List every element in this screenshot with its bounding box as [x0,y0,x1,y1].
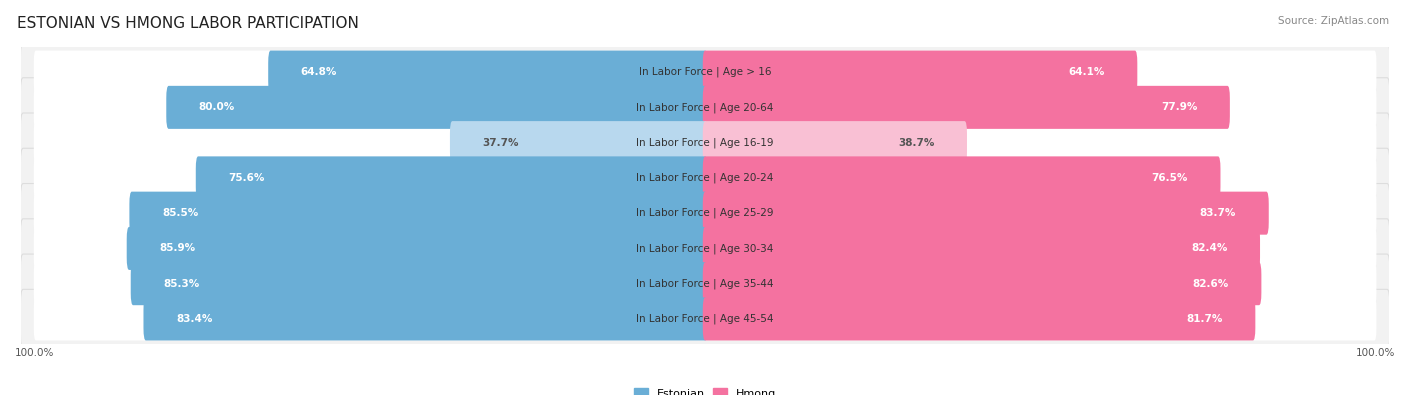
FancyBboxPatch shape [703,227,1260,270]
FancyBboxPatch shape [34,156,1376,199]
FancyBboxPatch shape [703,121,967,164]
FancyBboxPatch shape [143,297,707,340]
FancyBboxPatch shape [34,86,1376,129]
Text: In Labor Force | Age 30-34: In Labor Force | Age 30-34 [637,243,773,254]
FancyBboxPatch shape [21,113,1389,172]
FancyBboxPatch shape [166,86,707,129]
Text: 82.6%: 82.6% [1192,279,1229,289]
FancyBboxPatch shape [34,227,1376,270]
FancyBboxPatch shape [34,51,1376,94]
FancyBboxPatch shape [703,156,1220,199]
FancyBboxPatch shape [269,51,707,94]
Text: 64.8%: 64.8% [301,67,337,77]
Text: 81.7%: 81.7% [1187,314,1223,324]
FancyBboxPatch shape [21,289,1389,349]
Text: Source: ZipAtlas.com: Source: ZipAtlas.com [1278,16,1389,26]
FancyBboxPatch shape [703,297,1256,340]
FancyBboxPatch shape [21,148,1389,207]
FancyBboxPatch shape [34,121,1376,164]
FancyBboxPatch shape [21,43,1389,102]
Text: 80.0%: 80.0% [198,102,235,112]
FancyBboxPatch shape [703,51,1137,94]
FancyBboxPatch shape [21,219,1389,278]
Text: 82.4%: 82.4% [1191,243,1227,254]
Text: In Labor Force | Age > 16: In Labor Force | Age > 16 [638,67,772,77]
FancyBboxPatch shape [129,192,707,235]
FancyBboxPatch shape [131,262,707,305]
Text: In Labor Force | Age 20-24: In Labor Force | Age 20-24 [637,173,773,183]
FancyBboxPatch shape [21,184,1389,243]
Text: 64.1%: 64.1% [1069,67,1105,77]
FancyBboxPatch shape [127,227,707,270]
Text: 83.7%: 83.7% [1199,208,1236,218]
FancyBboxPatch shape [703,86,1230,129]
Text: 38.7%: 38.7% [898,137,935,148]
Text: In Labor Force | Age 20-64: In Labor Force | Age 20-64 [637,102,773,113]
Text: ESTONIAN VS HMONG LABOR PARTICIPATION: ESTONIAN VS HMONG LABOR PARTICIPATION [17,16,359,31]
FancyBboxPatch shape [34,262,1376,305]
Text: In Labor Force | Age 35-44: In Labor Force | Age 35-44 [637,278,773,289]
Text: 75.6%: 75.6% [228,173,264,183]
Text: 37.7%: 37.7% [482,137,519,148]
Text: In Labor Force | Age 25-29: In Labor Force | Age 25-29 [637,208,773,218]
Text: 85.5%: 85.5% [162,208,198,218]
Text: 77.9%: 77.9% [1161,102,1198,112]
Text: 85.3%: 85.3% [163,279,200,289]
Text: In Labor Force | Age 16-19: In Labor Force | Age 16-19 [637,137,773,148]
FancyBboxPatch shape [21,78,1389,137]
FancyBboxPatch shape [34,297,1376,340]
FancyBboxPatch shape [34,192,1376,235]
Legend: Estonian, Hmong: Estonian, Hmong [630,384,780,395]
Text: In Labor Force | Age 45-54: In Labor Force | Age 45-54 [637,314,773,324]
FancyBboxPatch shape [703,262,1261,305]
FancyBboxPatch shape [195,156,707,199]
Text: 83.4%: 83.4% [176,314,212,324]
Text: 76.5%: 76.5% [1152,173,1188,183]
FancyBboxPatch shape [703,192,1268,235]
FancyBboxPatch shape [450,121,707,164]
Text: 85.9%: 85.9% [159,243,195,254]
FancyBboxPatch shape [21,254,1389,313]
